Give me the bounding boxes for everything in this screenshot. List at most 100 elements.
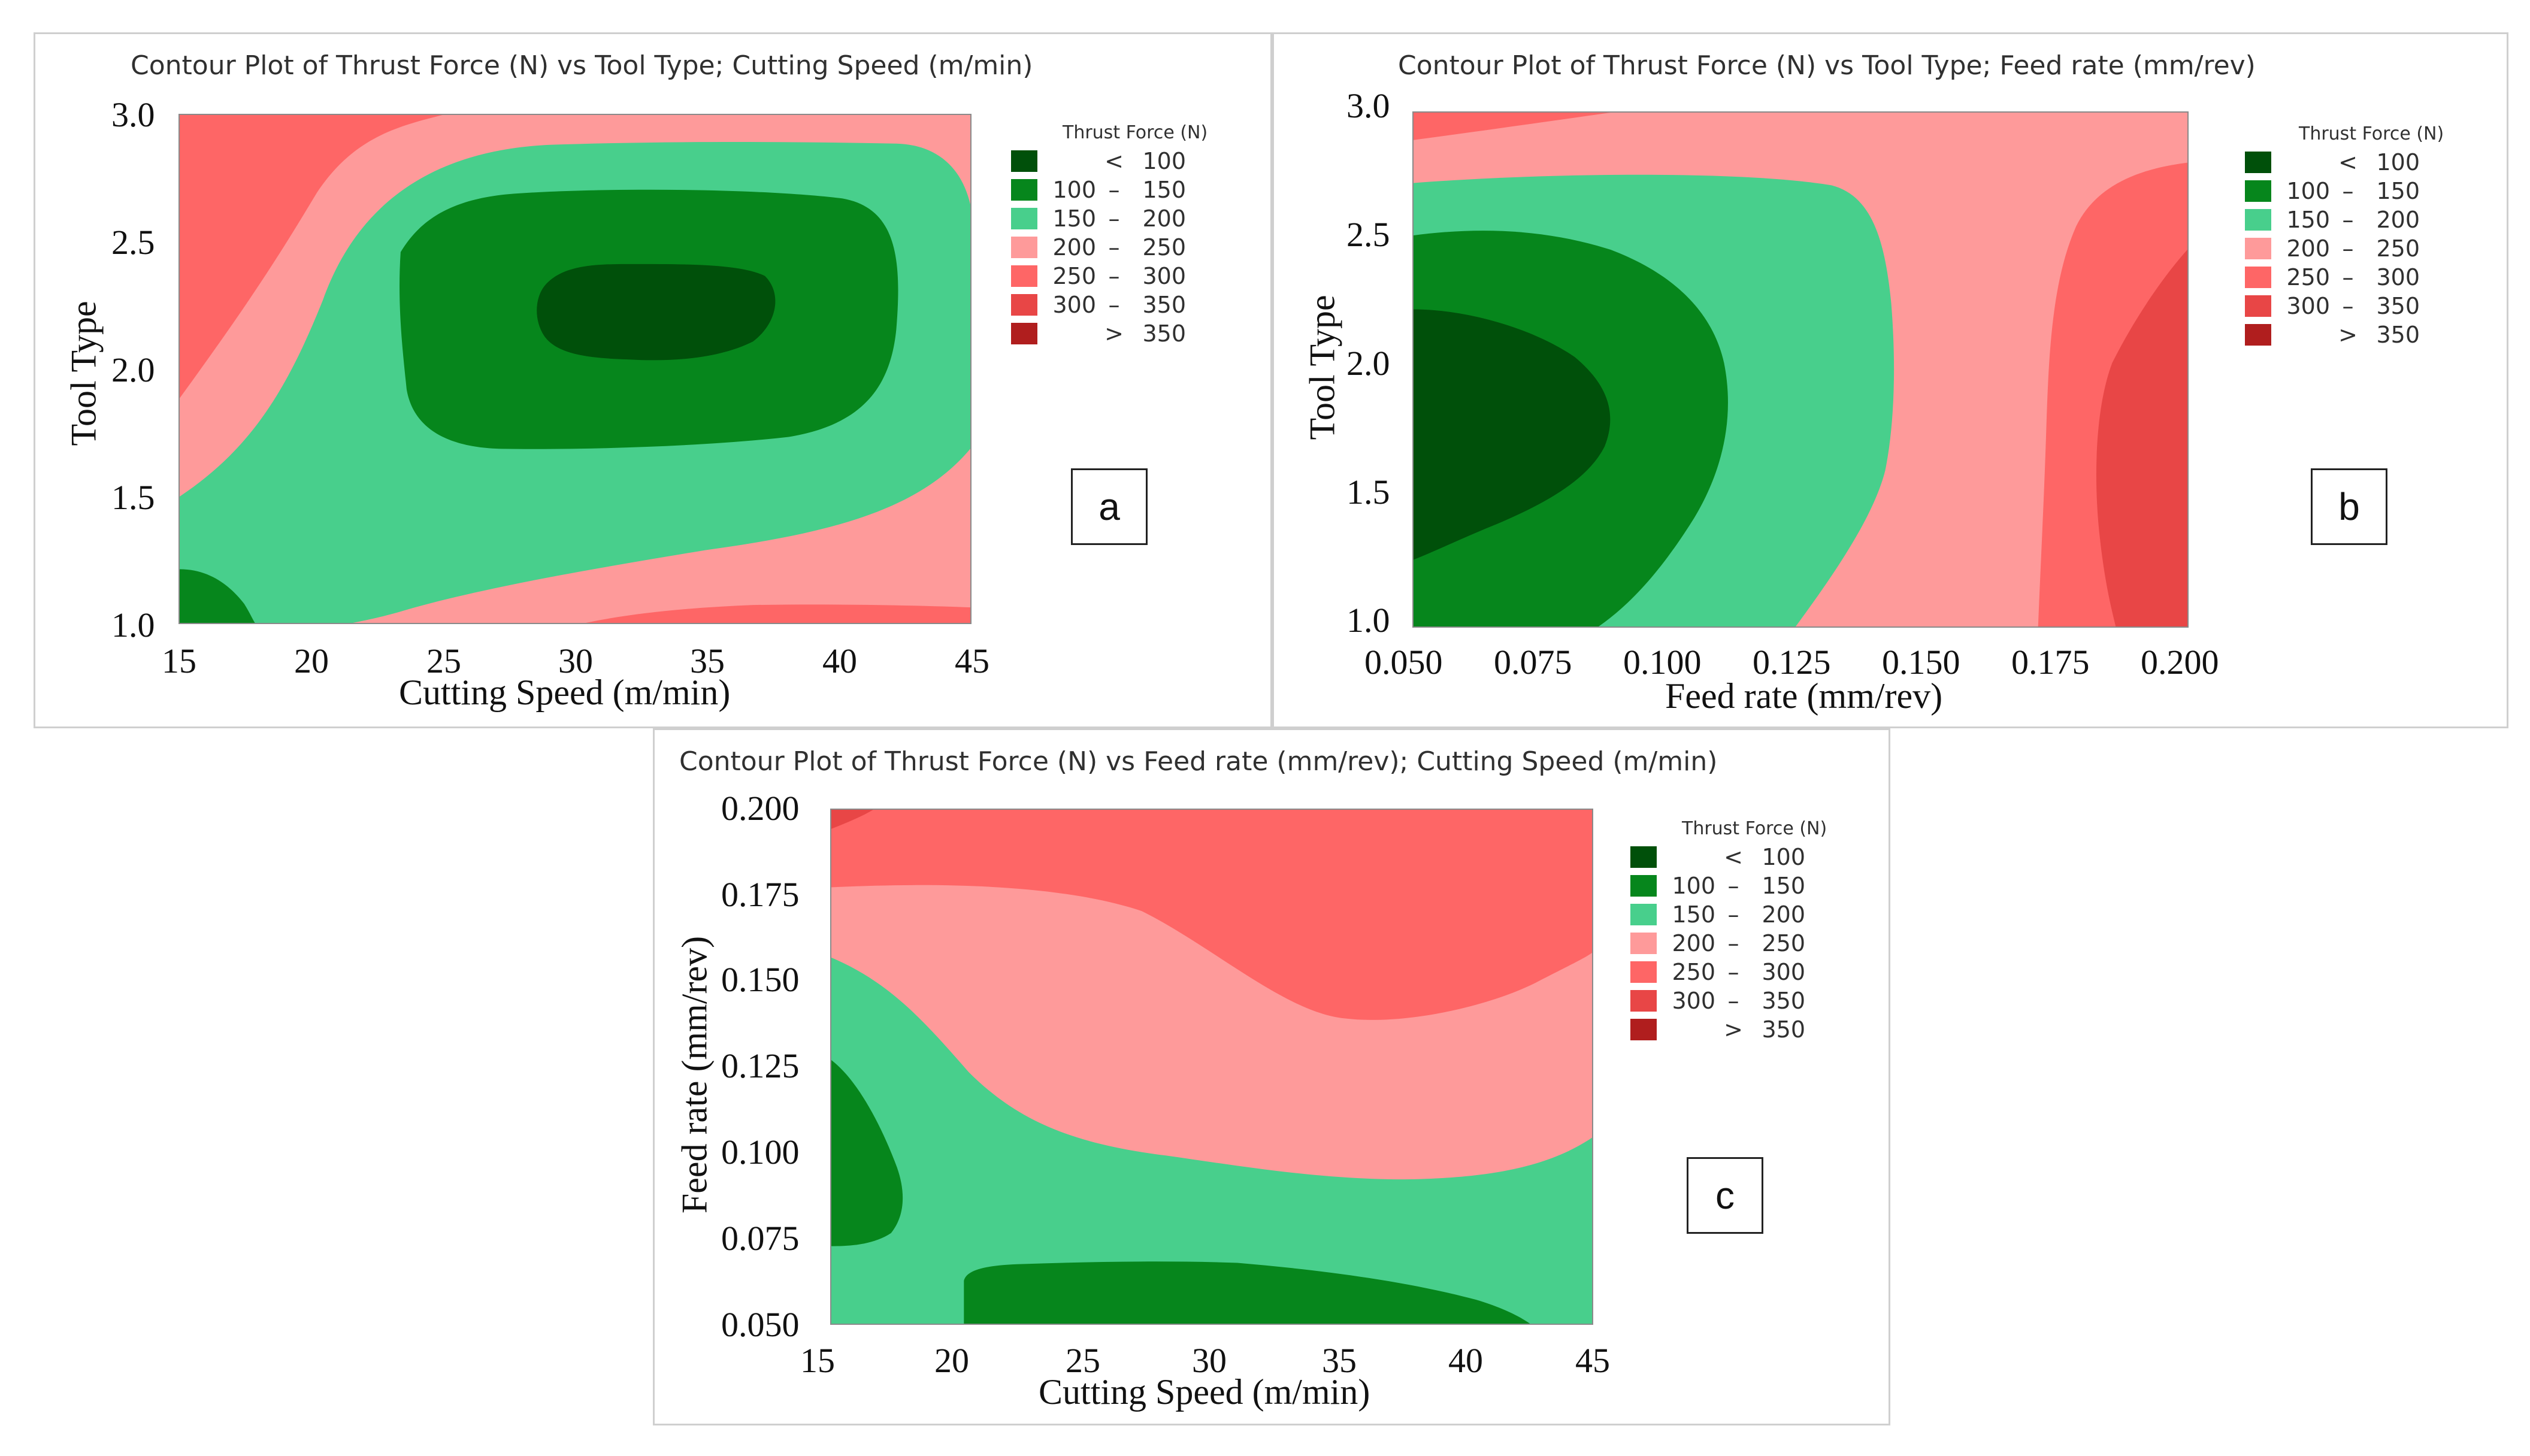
legend-swatch bbox=[1630, 933, 1657, 954]
legend-lo: 300 bbox=[2286, 293, 2330, 319]
x-tick-label: 15 bbox=[162, 641, 196, 680]
x-axis-label-a: Cutting Speed (m/min) bbox=[399, 673, 731, 712]
legend-lo: 300 bbox=[1052, 292, 1096, 318]
legend-swatch bbox=[1011, 179, 1037, 201]
legend-hi: 250 bbox=[2376, 235, 2420, 262]
legend-swatch bbox=[1630, 875, 1657, 897]
contour-svg-b bbox=[1414, 113, 2187, 626]
legend-sep: – bbox=[2342, 235, 2354, 262]
legend-hi: 100 bbox=[1142, 148, 1186, 174]
legend-sep: < bbox=[2338, 149, 2358, 175]
legend-lo: 300 bbox=[1672, 988, 1715, 1014]
plot-area-c bbox=[830, 809, 1593, 1325]
legend-item: <100 bbox=[1011, 147, 1208, 175]
legend-lo: 150 bbox=[1672, 901, 1715, 928]
legend-item: 200–250 bbox=[1011, 233, 1208, 262]
x-axis-label-c: Cutting Speed (m/min) bbox=[1039, 1372, 1370, 1412]
legend-sep: – bbox=[1108, 177, 1120, 203]
legend-hi: 350 bbox=[1762, 988, 1805, 1014]
legend-item: 250–300 bbox=[1011, 262, 1208, 290]
x-tick-label: 0.125 bbox=[1753, 643, 1831, 682]
legend-hi: 350 bbox=[1142, 292, 1186, 318]
legend-swatch bbox=[1630, 990, 1657, 1012]
legend-sep: > bbox=[2338, 322, 2358, 348]
y-tick-label: 0.200 bbox=[721, 789, 800, 828]
legend-lo: 200 bbox=[1052, 234, 1096, 261]
region-a-lt100 bbox=[537, 264, 776, 361]
legend-swatch bbox=[2245, 180, 2271, 202]
chart-title-a: Contour Plot of Thrust Force (N) vs Tool… bbox=[131, 50, 1033, 81]
y-tick-label: 3.0 bbox=[111, 95, 155, 134]
plot-area-b bbox=[1412, 111, 2189, 628]
legend-item: >350 bbox=[1630, 1015, 1827, 1044]
x-tick-label: 0.150 bbox=[1882, 643, 1960, 682]
y-tick-label: 1.5 bbox=[111, 478, 155, 517]
legend-title: Thrust Force (N) bbox=[1682, 818, 1827, 839]
region-c-100-150-left bbox=[831, 1060, 903, 1246]
legend-swatch bbox=[1630, 961, 1657, 983]
legend-sep: – bbox=[1108, 263, 1120, 289]
legend-item: 250–300 bbox=[1630, 958, 1827, 986]
legend-sep: < bbox=[1724, 844, 1743, 870]
region-b-300-350-right bbox=[2096, 249, 2187, 626]
legend-hi: 350 bbox=[2376, 293, 2420, 319]
legend-item: 100–150 bbox=[2245, 177, 2444, 205]
y-tick-label: 0.150 bbox=[721, 960, 800, 999]
y-tick-label: 0.100 bbox=[721, 1133, 800, 1172]
legend-item: 200–250 bbox=[2245, 234, 2444, 263]
legend-sep: – bbox=[1727, 988, 1739, 1014]
legend-sep: > bbox=[1104, 320, 1124, 347]
legend-swatch bbox=[1011, 208, 1037, 229]
y-tick-label: 0.050 bbox=[721, 1305, 800, 1344]
y-tick-label: 0.125 bbox=[721, 1046, 800, 1085]
legend-swatch bbox=[2245, 295, 2271, 317]
x-tick-label: 45 bbox=[955, 641, 989, 680]
legend-lo: 250 bbox=[1052, 263, 1096, 289]
legend-c: Thrust Force (N) <100 100–150 150–200 20… bbox=[1630, 818, 1827, 1044]
plot-area-a bbox=[178, 114, 972, 624]
legend-hi: 250 bbox=[1762, 930, 1805, 956]
region-c-300-350-corner bbox=[831, 810, 873, 829]
legend-swatch bbox=[2245, 324, 2271, 346]
legend-item: 300–350 bbox=[1630, 986, 1827, 1015]
x-tick-label: 0.100 bbox=[1623, 643, 1702, 682]
x-tick-label: 0.200 bbox=[2141, 643, 2219, 682]
legend-hi: 150 bbox=[1142, 177, 1186, 203]
legend-item: 150–200 bbox=[1011, 204, 1208, 233]
legend-item: >350 bbox=[2245, 320, 2444, 349]
legend-sep: < bbox=[1104, 148, 1124, 174]
legend-lo: 200 bbox=[2286, 235, 2330, 262]
legend-swatch bbox=[1011, 265, 1037, 287]
y-axis-label-b: Tool Type bbox=[1302, 295, 1342, 440]
x-tick-label: 0.175 bbox=[2011, 643, 2090, 682]
y-tick-label: 3.0 bbox=[1346, 86, 1390, 125]
legend-lo: 150 bbox=[1052, 205, 1096, 232]
legend-item: <100 bbox=[1630, 843, 1827, 871]
x-tick-label: 30 bbox=[558, 641, 593, 680]
legend-hi: 150 bbox=[1762, 873, 1805, 899]
x-tick-label: 45 bbox=[1575, 1341, 1610, 1380]
region-c-100-150-bottom bbox=[964, 1261, 1530, 1324]
legend-item: 150–200 bbox=[2245, 205, 2444, 234]
legend-swatch bbox=[1011, 150, 1037, 172]
legend-lo: 250 bbox=[1672, 959, 1715, 985]
legend-sep: > bbox=[1724, 1016, 1743, 1043]
x-tick-label: 35 bbox=[690, 641, 725, 680]
legend-item: <100 bbox=[2245, 148, 2444, 177]
y-tick-label: 1.0 bbox=[111, 606, 155, 644]
legend-sep: – bbox=[1108, 205, 1120, 232]
legend-sep: – bbox=[1727, 930, 1739, 956]
legend-hi: 100 bbox=[2376, 149, 2420, 175]
x-tick-label: 30 bbox=[1192, 1341, 1227, 1380]
legend-hi: 300 bbox=[1142, 263, 1186, 289]
legend-swatch bbox=[2245, 209, 2271, 231]
legend-item: 300–350 bbox=[2245, 292, 2444, 320]
y-tick-label: 2.5 bbox=[1346, 215, 1390, 254]
legend-sep: – bbox=[1727, 959, 1739, 985]
y-tick-label: 1.5 bbox=[1346, 473, 1390, 511]
panel-label-c: c bbox=[1687, 1157, 1763, 1234]
legend-hi: 150 bbox=[2376, 178, 2420, 204]
legend-item: 100–150 bbox=[1630, 871, 1827, 900]
legend-hi: 200 bbox=[1762, 901, 1805, 928]
region-b-lt100 bbox=[1414, 309, 1611, 560]
